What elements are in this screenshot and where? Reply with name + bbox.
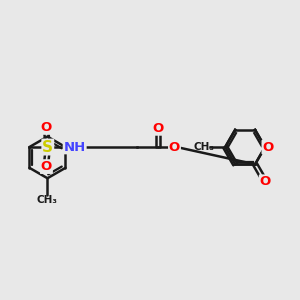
Text: O: O bbox=[152, 122, 164, 135]
Text: O: O bbox=[41, 121, 52, 134]
Text: O: O bbox=[262, 140, 274, 154]
Text: CH₃: CH₃ bbox=[37, 195, 58, 205]
Text: O: O bbox=[260, 175, 271, 188]
Text: O: O bbox=[41, 121, 52, 134]
Text: S: S bbox=[42, 140, 53, 154]
Text: O: O bbox=[41, 160, 52, 173]
Text: O: O bbox=[169, 140, 180, 154]
Text: O: O bbox=[260, 175, 271, 188]
Text: NH: NH bbox=[64, 140, 86, 154]
Text: O: O bbox=[169, 140, 180, 154]
Text: O: O bbox=[41, 160, 52, 173]
Text: NH: NH bbox=[64, 140, 86, 154]
Text: S: S bbox=[42, 140, 53, 154]
Text: O: O bbox=[262, 140, 274, 154]
Text: CH₃: CH₃ bbox=[194, 142, 215, 152]
Text: O: O bbox=[152, 122, 164, 135]
